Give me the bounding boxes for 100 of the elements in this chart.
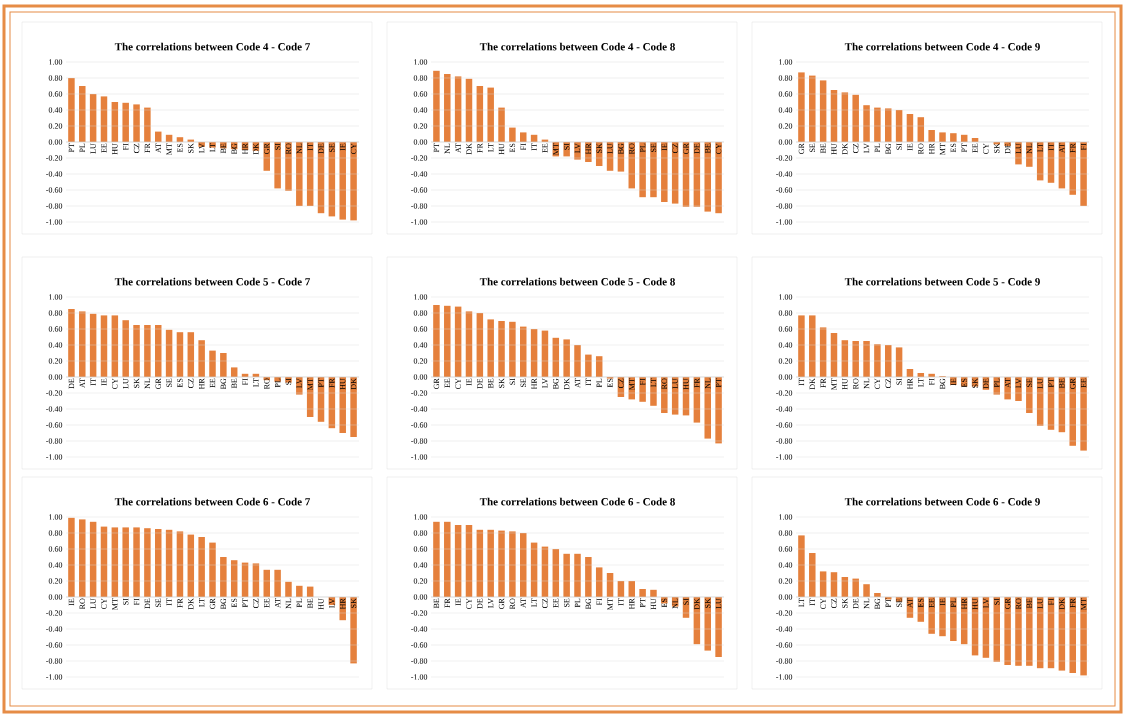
x-tick-label: EE xyxy=(264,598,270,608)
x-tick-label: HU xyxy=(318,598,324,610)
x-tick-label: SE xyxy=(809,143,815,152)
x-tick-label: IT xyxy=(90,378,96,386)
x-tick-label: IT xyxy=(809,598,815,606)
y-tick-label: -0.40 xyxy=(46,171,63,177)
x-tick-label: NL xyxy=(296,143,302,154)
x-tick-label: MT xyxy=(607,598,613,610)
x-tick-label: CZ xyxy=(672,143,678,154)
x-tick-label: CY xyxy=(983,143,989,154)
x-tick-label: SK xyxy=(133,378,140,388)
x-tick-label: SK xyxy=(188,143,194,153)
x-tick-label: MT xyxy=(1080,598,1087,610)
x-tick-label: DK xyxy=(694,598,700,610)
x-tick-label: FR xyxy=(144,143,151,153)
y-tick-label: 1.00 xyxy=(49,514,63,520)
x-tick-label: AT xyxy=(455,143,461,153)
x-tick-label: NL xyxy=(1026,143,1032,154)
y-tick-label: 0.40 xyxy=(48,107,63,113)
y-tick-label: 0.60 xyxy=(48,326,63,332)
y-tick-label: 1.00 xyxy=(414,514,428,520)
x-tick-label: BE xyxy=(1026,598,1032,609)
x-tick-label: SI xyxy=(123,598,129,605)
y-tick-label: 0.00 xyxy=(413,594,428,600)
x-tick-label: LU xyxy=(90,143,96,154)
y-tick-label: -0.80 xyxy=(776,203,793,209)
x-tick-label: IT xyxy=(307,143,313,151)
y-tick-label: 0.00 xyxy=(48,594,63,600)
y-tick-label: 0.20 xyxy=(778,358,793,364)
x-tick-label: CZ xyxy=(542,598,548,609)
x-tick-label: GR xyxy=(1070,378,1076,389)
y-tick-label: 0.00 xyxy=(778,374,793,380)
x-tick-label: BG xyxy=(874,598,881,610)
x-tick-label: LT xyxy=(650,378,657,387)
x-tick-label: PL xyxy=(274,378,281,388)
x-tick-label: IT xyxy=(1048,143,1054,151)
chart-title: The correlations between Code 6 - Code 7 xyxy=(114,497,311,506)
x-tick-label: FI xyxy=(929,378,935,386)
x-tick-label: RO xyxy=(79,598,85,610)
x-tick-label: CY xyxy=(101,598,107,609)
x-tick-label: DE xyxy=(694,143,700,154)
x-tick-label: HU xyxy=(340,378,346,390)
y-tick-label: 0.60 xyxy=(778,326,793,332)
x-tick-label: AT xyxy=(1004,378,1011,388)
y-tick-label: 0.80 xyxy=(413,310,428,316)
x-tick-label: MT xyxy=(553,143,559,155)
x-tick-label: LU xyxy=(123,378,129,389)
x-tick-label: CY xyxy=(820,598,826,609)
x-tick-label: NL xyxy=(672,598,678,609)
x-tick-label: SI xyxy=(274,143,281,150)
y-tick-label: 0.60 xyxy=(48,546,63,552)
x-tick-label: LT xyxy=(531,598,537,607)
x-tick-label: LT xyxy=(488,143,494,152)
y-tick-label: 0.40 xyxy=(413,342,428,348)
x-tick-label: LU xyxy=(1037,598,1043,609)
x-tick-label: EE xyxy=(553,598,559,608)
y-tick-label: 0.40 xyxy=(778,562,793,568)
y-tick-label: 0.20 xyxy=(413,123,428,129)
x-tick-label: CZ xyxy=(188,378,194,389)
x-tick-label: LV xyxy=(488,598,494,608)
x-tick-label: FI xyxy=(242,378,248,386)
x-tick-label: HR xyxy=(907,378,913,390)
x-tick-label: SI xyxy=(563,143,570,150)
x-tick-label: SE xyxy=(650,143,657,152)
x-tick-label: HU xyxy=(650,598,657,610)
x-tick-label: PT xyxy=(242,598,248,608)
chart-title: The correlations between Code 6 - Code 9 xyxy=(844,497,1040,506)
y-tick-label: -1.00 xyxy=(411,219,428,225)
y-tick-label: 0.00 xyxy=(778,594,793,600)
y-tick-label: 0.20 xyxy=(48,578,63,584)
y-tick-label: -0.80 xyxy=(411,203,428,209)
y-tick-label: 0.80 xyxy=(778,75,793,81)
x-tick-label: HR xyxy=(629,598,635,610)
x-tick-label: IE xyxy=(939,598,946,606)
x-tick-label: SK xyxy=(498,378,505,388)
x-tick-label: PT xyxy=(433,143,440,153)
x-tick-label: BG xyxy=(220,378,227,390)
y-tick-label: 1.00 xyxy=(49,59,63,65)
y-tick-label: 0.40 xyxy=(413,562,428,568)
x-tick-label: DE xyxy=(983,378,989,389)
x-tick-label: AT xyxy=(520,598,526,608)
x-tick-label: SK xyxy=(705,598,711,608)
x-tick-label: HR xyxy=(242,143,248,155)
y-tick-label: -1.00 xyxy=(411,454,428,460)
x-tick-label: NL xyxy=(863,378,870,389)
x-tick-label: LT xyxy=(798,598,805,607)
y-tick-label: 1.00 xyxy=(779,514,793,520)
x-tick-label: DE xyxy=(853,598,859,609)
x-tick-label: LT xyxy=(253,378,259,387)
x-tick-label: CY xyxy=(874,378,881,389)
x-tick-label: CZ xyxy=(853,143,859,154)
x-tick-label: IE xyxy=(455,598,461,606)
x-tick-label: FR xyxy=(177,598,183,608)
x-tick-label: BE xyxy=(231,378,237,389)
x-tick-label: HU xyxy=(112,143,118,155)
chart-title: The correlations between Code 6 - Code 8 xyxy=(479,497,675,506)
chart-title: The correlations between Code 5 - Code 7 xyxy=(114,277,311,286)
x-tick-label: BE xyxy=(307,598,313,609)
y-tick-label: -1.00 xyxy=(776,674,793,680)
x-tick-label: IT xyxy=(585,378,591,386)
